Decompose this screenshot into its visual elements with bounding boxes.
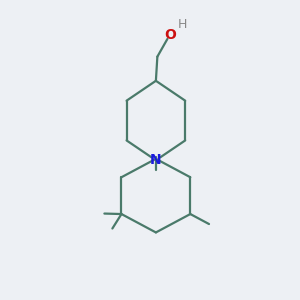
Text: O: O: [164, 28, 176, 43]
Text: H: H: [177, 18, 187, 31]
Text: N: N: [150, 153, 162, 167]
